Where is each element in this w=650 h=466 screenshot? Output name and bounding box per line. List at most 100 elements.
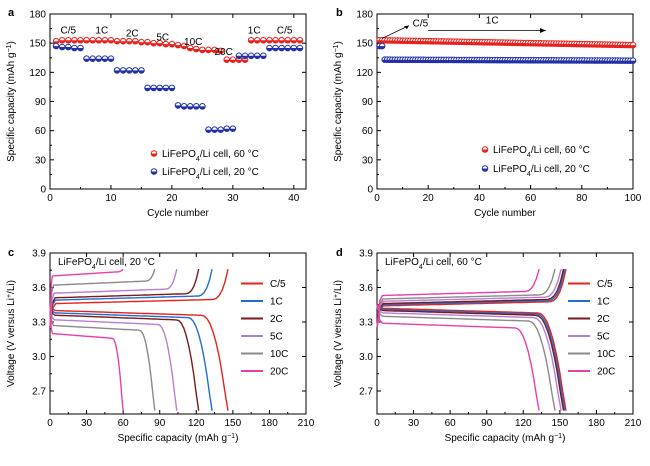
x-tick-label: 30 <box>408 418 420 429</box>
point-fill <box>291 48 297 51</box>
discharge-curve <box>49 304 229 411</box>
data-point <box>199 103 206 110</box>
point-fill <box>248 55 254 59</box>
x-tick-label: 210 <box>625 418 642 429</box>
legend-label: C/5 <box>270 279 286 290</box>
x-tick-label: 20 <box>423 193 435 204</box>
y-tick-label: 3.9 <box>359 249 373 260</box>
point-fill <box>254 40 261 44</box>
point-fill <box>89 40 96 44</box>
charge-curve <box>49 268 156 328</box>
data-point <box>296 44 304 52</box>
point-fill <box>181 106 187 110</box>
data-point <box>241 52 249 60</box>
point-fill <box>120 41 126 45</box>
point-fill <box>217 50 224 54</box>
data-point <box>107 55 115 63</box>
rate-label: 5C <box>156 32 169 43</box>
data-point <box>192 45 200 53</box>
data-point <box>107 36 115 44</box>
data-point <box>125 67 133 74</box>
rate-label: 20C <box>215 47 233 58</box>
point-fill <box>71 40 78 44</box>
point-fill <box>199 49 206 53</box>
panel-letter-d: d <box>336 247 343 259</box>
y-tick-label: 3.6 <box>359 283 373 294</box>
point-fill <box>254 55 261 59</box>
point-fill <box>297 40 303 44</box>
legend-marker <box>150 150 158 157</box>
x-tick-label: 40 <box>288 193 300 204</box>
x-tick-label: 60 <box>118 418 130 429</box>
point-fill <box>230 128 236 132</box>
y-tick-label: 0 <box>367 185 373 196</box>
x-tick-label: 90 <box>154 418 166 429</box>
x-axis-label: Specific capacity (mAh g−1) <box>445 433 566 445</box>
data-point <box>77 44 84 52</box>
y-tick-label: 3.0 <box>359 352 373 363</box>
point-fill <box>272 48 279 51</box>
point-fill <box>65 40 72 44</box>
panel-title: LiFePO4/Li cell, 60 °C <box>385 257 482 271</box>
data-point <box>266 44 273 52</box>
point-fill <box>83 58 90 62</box>
data-point <box>284 44 292 52</box>
x-tick-label: 210 <box>298 418 315 429</box>
data-point <box>113 67 121 74</box>
point-fill <box>205 49 212 53</box>
point-fill <box>284 40 291 44</box>
data-point <box>132 67 139 74</box>
charge-curve <box>376 268 565 328</box>
legend-label: 2C <box>270 314 283 325</box>
point-fill <box>156 87 163 91</box>
legend-marker <box>150 168 158 175</box>
point-fill <box>248 40 254 44</box>
data-point <box>247 52 255 60</box>
data-point <box>101 55 109 63</box>
data-point <box>378 42 386 50</box>
data-point <box>95 36 103 44</box>
point-fill <box>95 58 102 62</box>
annotation-arrow <box>381 25 410 39</box>
data-point <box>266 36 273 44</box>
y-tick-label: 120 <box>29 68 46 79</box>
discharge-curve <box>49 304 213 411</box>
data-point <box>180 103 188 110</box>
point-fill <box>126 70 133 74</box>
discharge-curve <box>376 304 540 411</box>
point-fill <box>114 41 120 45</box>
point-fill <box>242 59 248 63</box>
y-tick-label: 180 <box>29 10 46 21</box>
charge-curve <box>49 268 213 328</box>
y-tick-label: 60 <box>35 126 47 137</box>
data-point <box>64 36 72 44</box>
point-fill <box>211 49 218 53</box>
charge-curve <box>49 268 200 328</box>
data-point <box>132 37 139 45</box>
point-fill <box>156 43 163 46</box>
point-fill <box>102 40 108 44</box>
y-tick-label: 90 <box>362 97 374 108</box>
y-axis-label: Specific capacity (mAh g−1) <box>6 41 18 162</box>
point-fill <box>151 153 157 157</box>
data-point <box>83 36 90 44</box>
data-point <box>629 41 637 49</box>
data-point <box>138 67 145 74</box>
data-point <box>629 57 637 64</box>
rate-label: 1C <box>95 25 108 36</box>
y-axis-label: Voltage (V versus Li+/Li) <box>333 280 345 387</box>
data-point <box>229 125 237 133</box>
y-tick-label: 2.7 <box>32 387 46 398</box>
data-point <box>272 36 279 44</box>
data-point <box>95 55 103 63</box>
point-fill <box>630 60 636 64</box>
plot-frame <box>49 252 307 415</box>
data-point <box>223 125 231 133</box>
rate-label: 1C <box>248 25 261 36</box>
data-point <box>138 38 145 46</box>
legend-marker <box>481 146 489 153</box>
discharge-curve <box>376 304 556 411</box>
data-point <box>211 46 218 54</box>
point-fill <box>187 48 193 51</box>
data-point <box>89 55 96 63</box>
